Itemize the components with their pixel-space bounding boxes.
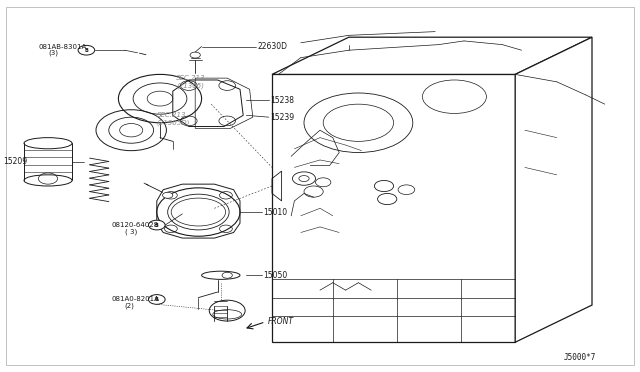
Circle shape [190, 52, 200, 58]
Text: B: B [84, 48, 88, 53]
Text: B: B [155, 222, 159, 228]
Text: 15050: 15050 [264, 271, 288, 280]
Text: 15209: 15209 [3, 157, 28, 166]
Text: 15238: 15238 [270, 96, 294, 105]
Polygon shape [272, 74, 515, 342]
Text: B: B [155, 297, 159, 302]
Text: 22630D: 22630D [257, 42, 287, 51]
Circle shape [148, 295, 165, 304]
Text: 15010: 15010 [264, 208, 288, 217]
Polygon shape [515, 37, 592, 342]
Circle shape [163, 192, 173, 198]
Text: (2): (2) [125, 302, 134, 309]
Text: 081AB-8301A: 081AB-8301A [38, 44, 86, 49]
Text: 15239: 15239 [270, 113, 294, 122]
Text: (21305): (21305) [176, 82, 204, 89]
Text: SEC.213: SEC.213 [176, 75, 205, 81]
Text: SEC.213: SEC.213 [157, 112, 186, 118]
Circle shape [78, 45, 95, 55]
Text: ( 3): ( 3) [125, 228, 137, 235]
Text: 08120-64028: 08120-64028 [112, 222, 159, 228]
Text: J5000*7: J5000*7 [563, 353, 596, 362]
Text: FRONT: FRONT [268, 317, 294, 326]
Text: 081A0-8201A: 081A0-8201A [112, 296, 160, 302]
Text: (21305D): (21305D) [157, 119, 190, 126]
Text: (3): (3) [48, 49, 58, 56]
Circle shape [148, 220, 165, 230]
Polygon shape [272, 37, 592, 74]
